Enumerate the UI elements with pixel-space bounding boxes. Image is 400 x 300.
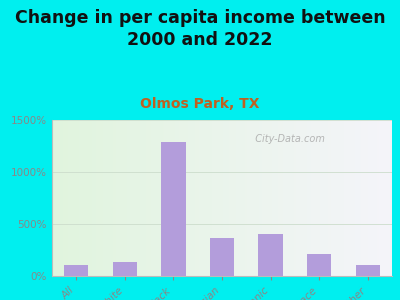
Text: Change in per capita income between
2000 and 2022: Change in per capita income between 2000…: [15, 9, 385, 49]
Bar: [113, 262, 137, 276]
Text: Olmos Park, TX: Olmos Park, TX: [140, 98, 260, 112]
Bar: [356, 265, 380, 276]
Bar: [307, 254, 331, 276]
Bar: [210, 238, 234, 276]
Bar: [161, 142, 186, 276]
Bar: [258, 234, 283, 276]
Text: City-Data.com: City-Data.com: [249, 134, 325, 144]
Bar: [64, 265, 88, 276]
